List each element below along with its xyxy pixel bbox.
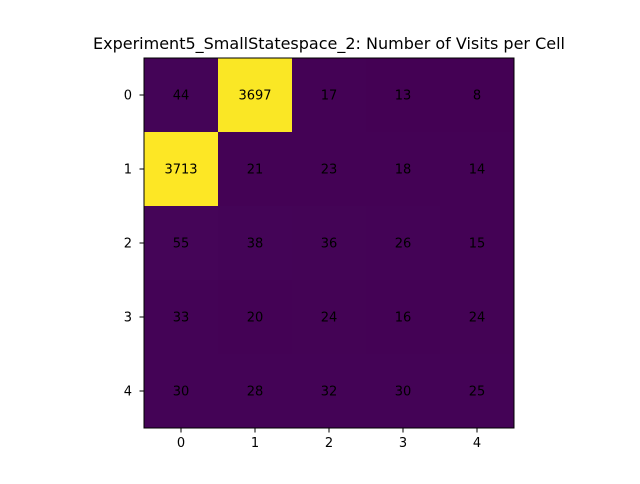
y-tick-label-1: 1 xyxy=(124,163,132,178)
heatmap-cell-r0-c4 xyxy=(440,58,515,133)
heatmap-cell-r1-c2 xyxy=(292,132,367,207)
y-tick-label-0: 0 xyxy=(124,89,132,104)
cell-value-label-r1-c1: 21 xyxy=(247,163,264,178)
cell-value-label-r1-c3: 18 xyxy=(395,163,412,178)
x-tick-label-0: 0 xyxy=(177,436,185,451)
heatmap-cell-r2-c2 xyxy=(292,206,367,281)
cell-value-label-r2-c4: 15 xyxy=(469,237,486,252)
cell-value-label-r0-c0: 44 xyxy=(173,89,190,104)
heatmap-cell-r4-c2 xyxy=(292,354,367,429)
cell-value-label-r3-c2: 24 xyxy=(321,311,338,326)
cell-value-label-r2-c0: 55 xyxy=(173,237,190,252)
heatmap-cell-r3-c3 xyxy=(366,280,441,355)
cell-value-label-r3-c0: 33 xyxy=(173,311,190,326)
heatmap-cell-r2-c0 xyxy=(144,206,219,281)
x-tick-label-1: 1 xyxy=(251,436,259,451)
cell-value-label-r4-c4: 25 xyxy=(469,385,486,400)
heatmap-cell-r2-c4 xyxy=(440,206,515,281)
cell-value-label-r4-c2: 32 xyxy=(321,385,338,400)
heatmap-cell-r3-c2 xyxy=(292,280,367,355)
cell-value-label-r3-c1: 20 xyxy=(247,311,264,326)
cell-value-label-r3-c3: 16 xyxy=(395,311,412,326)
x-tick-label-3: 3 xyxy=(399,436,407,451)
heatmap-cell-r4-c4 xyxy=(440,354,515,429)
x-axis: 0 1 2 3 4 xyxy=(177,428,481,451)
heatmap-cells xyxy=(144,58,515,429)
cell-value-label-r2-c1: 38 xyxy=(247,237,264,252)
heatmap-cell-r0-c2 xyxy=(292,58,367,133)
cell-value-label-r1-c4: 14 xyxy=(469,163,486,178)
y-tick-label-4: 4 xyxy=(124,385,132,400)
heatmap-cell-r0-c0 xyxy=(144,58,219,133)
heatmap-cell-r0-c3 xyxy=(366,58,441,133)
heatmap-cell-r3-c1 xyxy=(218,280,293,355)
heatmap-cell-r1-c4 xyxy=(440,132,515,207)
cell-value-label-r1-c0: 3713 xyxy=(164,163,197,178)
cell-value-label-r2-c2: 36 xyxy=(321,237,338,252)
cell-value-label-r0-c4: 8 xyxy=(473,89,481,104)
x-tick-label-4: 4 xyxy=(473,436,481,451)
cell-value-label-r4-c3: 30 xyxy=(395,385,412,400)
cell-value-label-r4-c0: 30 xyxy=(173,385,190,400)
y-tick-label-3: 3 xyxy=(124,311,132,326)
heatmap-cell-r3-c4 xyxy=(440,280,515,355)
y-tick-label-2: 2 xyxy=(124,237,132,252)
heatmap-cell-r0-c1 xyxy=(218,58,293,133)
cell-value-label-r0-c2: 17 xyxy=(321,89,338,104)
heatmap-cell-r1-c0 xyxy=(144,132,219,207)
cell-value-labels: 44 3697 17 13 8 3713 21 23 18 14 55 38 36 26 15 33 20 24 1… xyxy=(164,89,485,400)
heatmap-cell-r4-c0 xyxy=(144,354,219,429)
heatmap-cell-r4-c1 xyxy=(218,354,293,429)
heatmap-cell-r2-c1 xyxy=(218,206,293,281)
y-axis: 0 1 2 3 4 xyxy=(124,89,144,400)
cell-value-label-r1-c2: 23 xyxy=(321,163,338,178)
cell-value-label-r2-c3: 26 xyxy=(395,237,412,252)
heatmap-cell-r1-c1 xyxy=(218,132,293,207)
heatmap-cell-r2-c3 xyxy=(366,206,441,281)
cell-value-label-r3-c4: 24 xyxy=(469,311,486,326)
cell-value-label-r0-c3: 13 xyxy=(395,89,412,104)
heatmap-cell-r4-c3 xyxy=(366,354,441,429)
cell-value-label-r0-c1: 3697 xyxy=(238,89,271,104)
heatmap-cell-r1-c3 xyxy=(366,132,441,207)
chart-title: Experiment5_SmallStatespace_2: Number of… xyxy=(93,34,565,53)
heatmap-cell-r3-c0 xyxy=(144,280,219,355)
x-tick-label-2: 2 xyxy=(325,436,333,451)
cell-value-label-r4-c1: 28 xyxy=(247,385,264,400)
